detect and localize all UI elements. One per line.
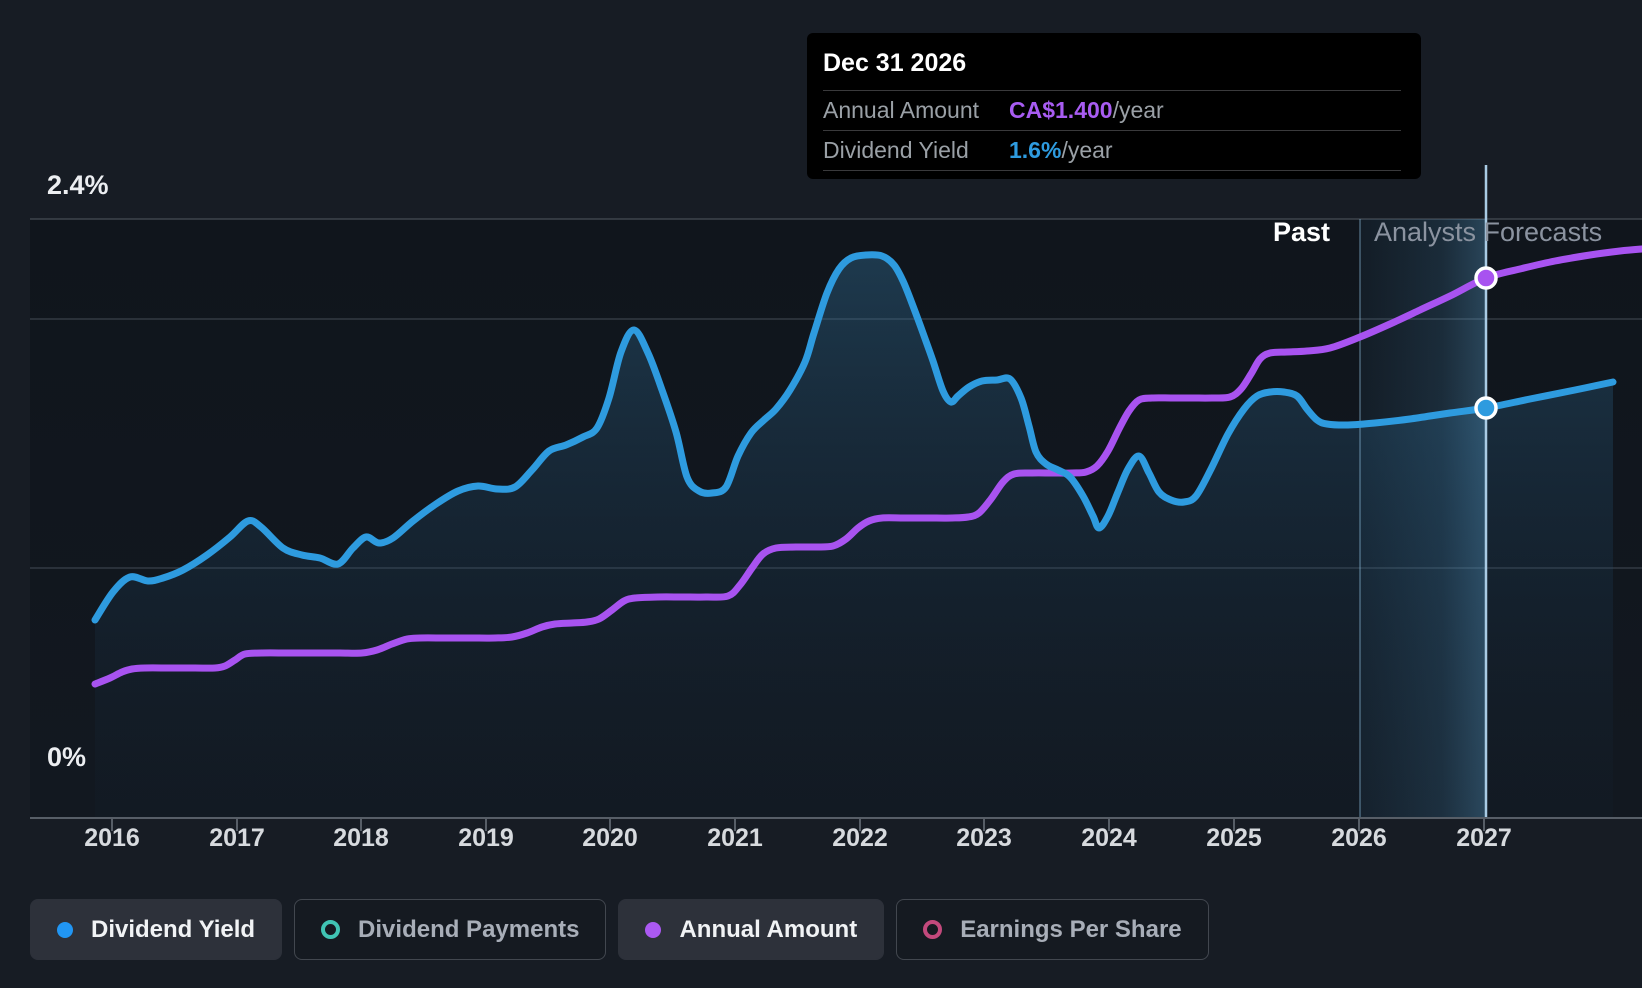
tooltip-row-label: Dividend Yield [823, 137, 969, 163]
legend-label: Earnings Per Share [960, 915, 1182, 943]
dividend-yield-series-dot-icon [57, 921, 73, 938]
legend-button-dividend-yield[interactable]: Dividend Yield [30, 899, 283, 960]
x-axis-label-2024: 2024 [1081, 824, 1137, 852]
hover-tooltip: Dec 31 2026 Annual Amount CA$1.400/year Di… [807, 33, 1421, 179]
marker-dividend-yield [1474, 396, 1498, 420]
chart-legend: Dividend Yield Dividend Payments Annual Am… [30, 899, 1209, 960]
analysts-forecasts-zone-label: Analysts Forecasts [1374, 217, 1603, 247]
x-axis-label-2026: 2026 [1331, 824, 1387, 852]
legend-button-dividend-payments[interactable]: Dividend Payments [294, 899, 607, 960]
tooltip-row-value: 1.6% [1009, 137, 1062, 163]
legend-label: Dividend Payments [358, 915, 580, 943]
x-axis-label-2021: 2021 [707, 824, 763, 852]
legend-label: Annual Amount [679, 915, 858, 943]
annual-amount-line [91, 245, 1642, 688]
tooltip-row-value: CA$1.400 [1009, 97, 1113, 123]
x-axis-label-2027: 2027 [1456, 824, 1512, 852]
legend-button-annual-amount[interactable]: Annual Amount [618, 899, 885, 960]
marker-annual-amount [1474, 266, 1498, 290]
forecast-highlight-band [1360, 219, 1486, 818]
tooltip-row-annual-amount: Annual Amount CA$1.400/year [823, 90, 1401, 130]
earnings-per-share-series-dot-icon [923, 920, 943, 939]
tooltip-date-title: Dec 31 2026 [823, 49, 967, 77]
x-axis-label-2018: 2018 [333, 824, 389, 852]
tooltip-row-unit: /year [1112, 97, 1164, 123]
x-axis-label-2016: 2016 [84, 824, 140, 852]
x-axis-label-2022: 2022 [832, 824, 888, 852]
legend-label: Dividend Yield [91, 915, 256, 943]
tooltip-row-dividend-yield: Dividend Yield 1.6%/year [823, 130, 1401, 171]
x-axis-label-2017: 2017 [209, 824, 265, 852]
legend-button-earnings-per-share[interactable]: Earnings Per Share [896, 899, 1209, 960]
x-axis-label-2020: 2020 [582, 824, 638, 852]
annual-amount-series-dot-icon [645, 921, 662, 938]
x-axis-label-2019: 2019 [458, 824, 514, 852]
dividend-yield-line [91, 251, 1617, 624]
y-axis-top-label: 2.4% [47, 170, 109, 200]
past-zone-label: Past [1272, 217, 1330, 247]
x-axis-label-2025: 2025 [1206, 824, 1262, 852]
tooltip-row-label: Annual Amount [823, 97, 980, 123]
dividend-payments-series-dot-icon [321, 920, 341, 939]
x-axis-label-2023: 2023 [956, 824, 1012, 852]
y-axis-bottom-label: 0% [47, 742, 87, 772]
tooltip-row-unit: /year [1061, 137, 1113, 163]
